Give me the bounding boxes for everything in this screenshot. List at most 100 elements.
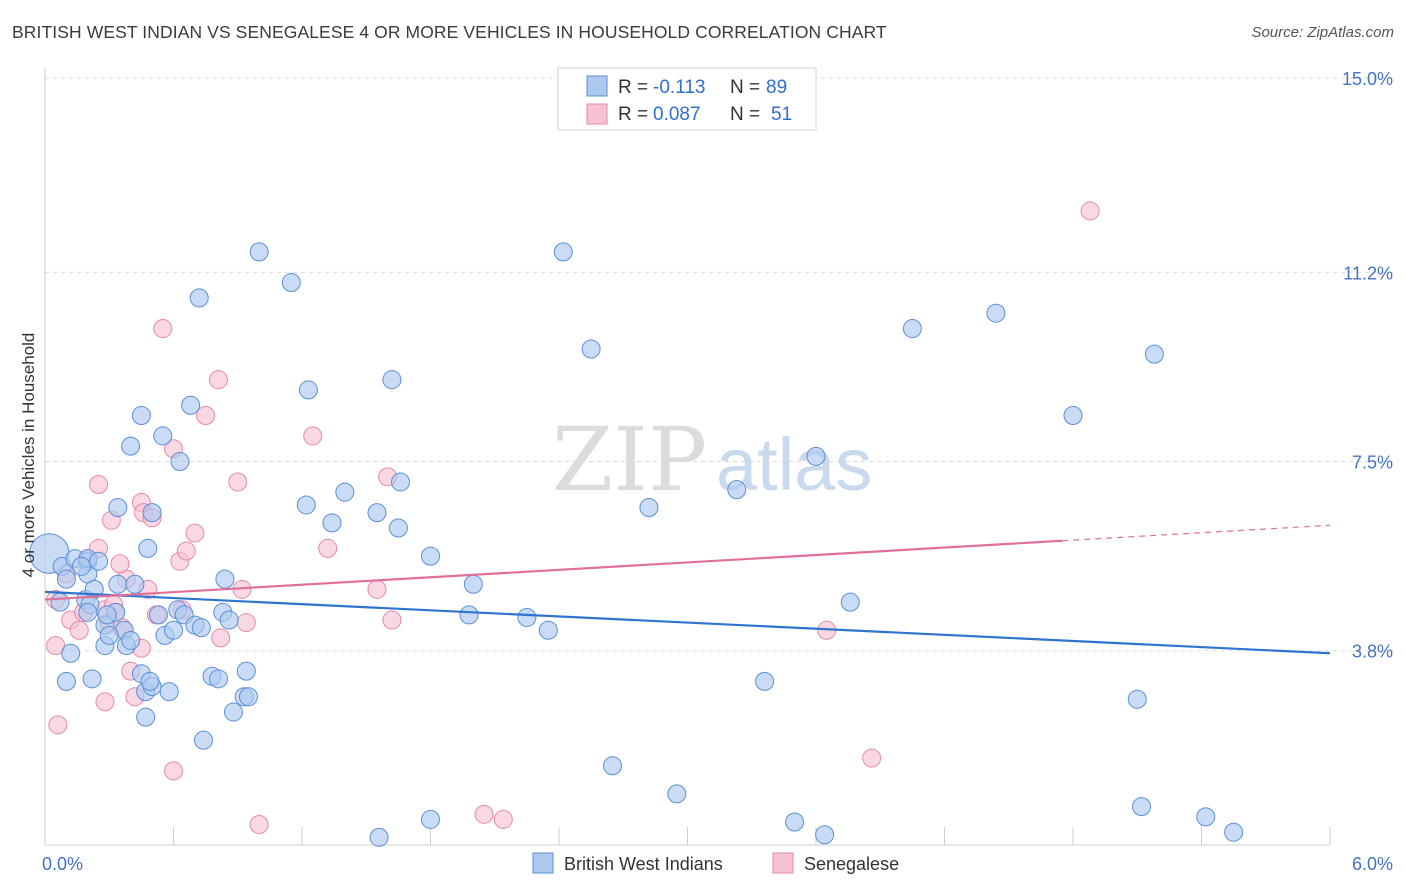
pink-point-28 (196, 405, 216, 425)
blue-point-71 (538, 620, 558, 640)
blue-point-37 (215, 569, 235, 589)
blue-point-11 (89, 551, 109, 571)
pink-point-49 (862, 748, 882, 768)
legend-swatch-pink (586, 103, 608, 125)
y-tick-label-0: 3.8% (1352, 642, 1393, 662)
y-tick-label-1: 7.5% (1352, 453, 1393, 473)
x-tick-label-1: 6.0% (1352, 854, 1393, 874)
y-tick-label-2: 11.2% (1343, 263, 1393, 283)
british-west-indians-points (28, 242, 1244, 847)
blue-point-82 (986, 303, 1006, 323)
pink-point-31 (228, 472, 248, 492)
pink-point-50 (1080, 201, 1100, 221)
blue-point-72 (553, 242, 573, 262)
bottom-legend-label-blue: British West Indians (564, 854, 723, 874)
blue-point-62 (335, 482, 355, 502)
blue-point-85 (1132, 797, 1152, 817)
blue-point-38 (223, 702, 243, 722)
pink-point-34 (303, 426, 323, 446)
pink-point-39 (474, 804, 494, 824)
blue-point-77 (785, 812, 805, 832)
pink-point-0 (46, 636, 66, 656)
blue-point-79 (806, 446, 826, 466)
trend-line-senegalese-extension (1062, 524, 1331, 542)
pink-point-27 (185, 523, 205, 543)
blue-point-24 (149, 605, 169, 625)
trend-line-british-west-indians (44, 590, 1331, 655)
pink-point-40 (493, 809, 513, 829)
blue-point-73 (581, 339, 601, 359)
blue-point-89 (78, 602, 98, 622)
legend-r-label-pink: R = (618, 104, 648, 125)
blue-point-25 (140, 671, 160, 691)
gridlines (45, 77, 1395, 652)
bottom-legend-swatch-pink (772, 852, 794, 874)
blue-point-15 (108, 574, 128, 594)
blue-point-88 (1224, 822, 1244, 842)
blue-point-35 (208, 669, 228, 689)
legend-r-label-blue: R = (618, 77, 648, 98)
blue-point-83 (1063, 405, 1083, 425)
blue-point-53 (153, 426, 173, 446)
chart-title: BRITISH WEST INDIAN VS SENEGALESE 4 OR M… (12, 22, 887, 42)
blue-point-32 (191, 618, 211, 638)
legend-n-label-blue: N = (730, 77, 760, 98)
blue-point-56 (189, 288, 209, 308)
blue-point-59 (298, 380, 318, 400)
bottom-legend-swatch-blue (532, 852, 554, 874)
blue-point-42 (238, 687, 258, 707)
blue-point-76 (755, 671, 775, 691)
blue-point-19 (121, 630, 141, 650)
blue-point-4 (50, 592, 70, 612)
blue-point-63 (367, 503, 387, 523)
blue-point-28 (164, 620, 183, 640)
blue-point-48 (108, 498, 128, 518)
blue-point-91 (369, 827, 389, 847)
blue-point-66 (388, 518, 408, 538)
pink-point-38 (382, 610, 402, 630)
trend-line-senegalese (44, 539, 1063, 601)
pink-point-5 (69, 620, 89, 640)
blue-point-65 (391, 472, 411, 492)
blue-point-51 (138, 538, 158, 558)
legend-n-label-pink: N = (730, 104, 760, 125)
bottom-legend-label-pink: Senegalese (804, 854, 899, 874)
pink-point-36 (367, 579, 387, 599)
pink-point-46 (249, 815, 269, 835)
blue-point-45 (82, 669, 102, 689)
blue-point-90 (97, 605, 117, 625)
blue-point-78 (815, 825, 835, 845)
blue-point-74 (639, 498, 659, 518)
trend-lines (44, 524, 1331, 655)
pink-point-29 (208, 370, 228, 390)
source-credit: Source: ZipAtlas.com (1251, 24, 1394, 41)
blue-point-75 (727, 480, 747, 500)
pink-point-45 (164, 761, 183, 781)
blue-point-12 (71, 556, 91, 576)
blue-point-55 (181, 395, 201, 415)
x-tick-label-0: 0.0% (42, 854, 83, 874)
legend-n-value-blue: 89 (766, 77, 787, 98)
blue-point-61 (322, 513, 342, 533)
blue-point-60 (296, 495, 316, 515)
y-tick-label-3: 15.0% (1342, 69, 1393, 89)
blue-point-54 (170, 452, 190, 471)
blue-point-33 (193, 730, 213, 750)
pink-point-1 (48, 715, 68, 735)
pink-point-47 (95, 692, 115, 712)
y-tick-labels: 3.8% 7.5% 11.2% 15.0% (1342, 69, 1393, 662)
blue-point-87 (1196, 807, 1216, 827)
watermark-zip: ZIP (552, 408, 707, 511)
legend: R = -0.113 N = 89 R = 0.087 N = 51 (557, 67, 817, 131)
pink-point-43 (89, 475, 109, 495)
blue-point-43 (56, 671, 76, 691)
blue-point-50 (131, 405, 151, 425)
bottom-legend: British West Indians Senegalese (532, 852, 899, 874)
blue-point-47 (99, 625, 119, 645)
blue-point-23 (136, 707, 156, 727)
blue-point-70 (517, 607, 537, 627)
blue-point-49 (121, 436, 141, 456)
pink-point-30 (211, 628, 231, 648)
legend-n-value-pink: 51 (771, 104, 792, 125)
